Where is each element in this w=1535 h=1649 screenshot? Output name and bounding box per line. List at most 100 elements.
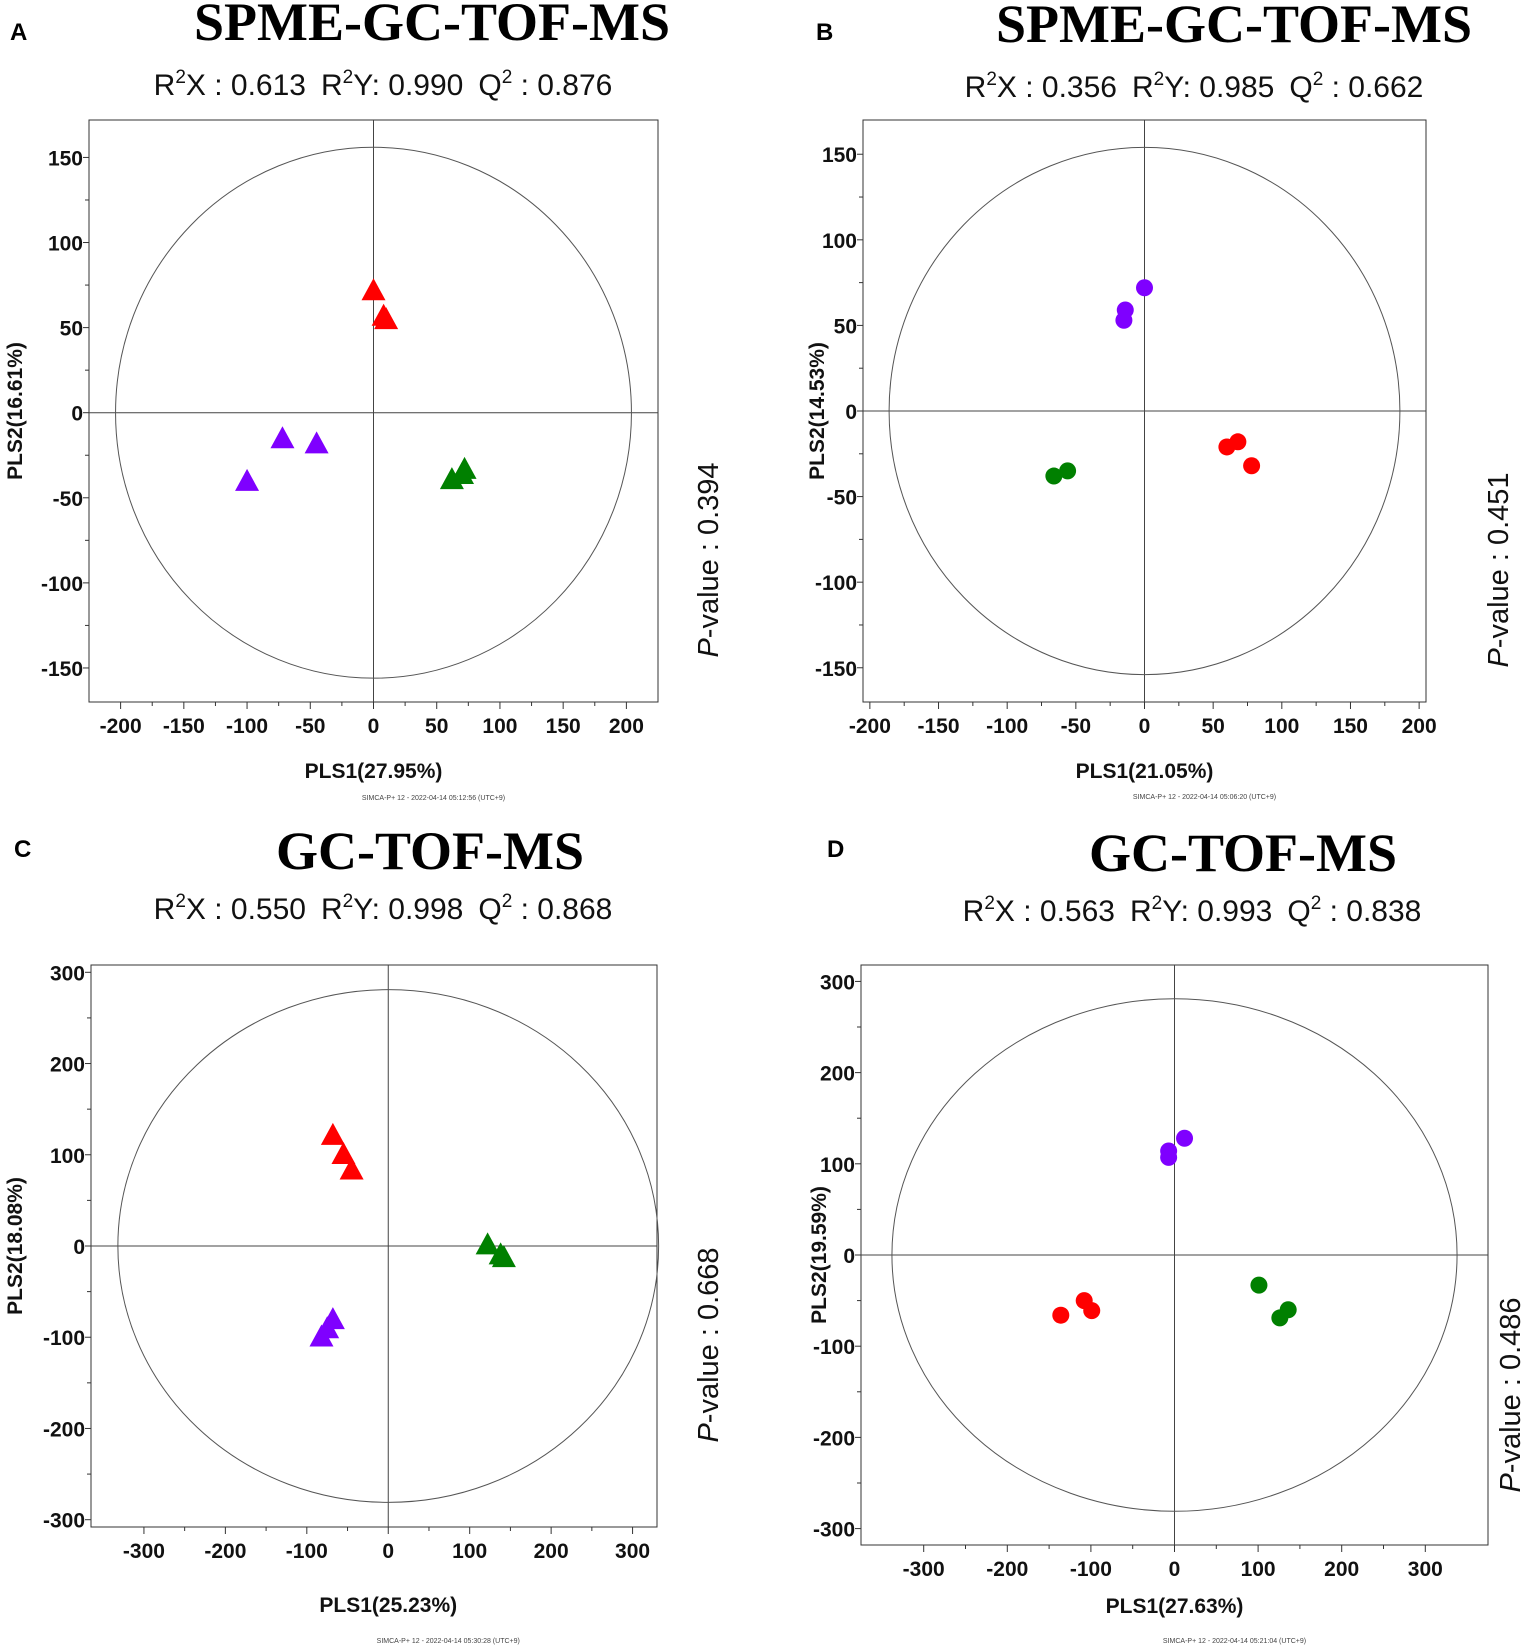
y-tick-label: 150 [822, 144, 857, 167]
stat-base: Q [463, 69, 501, 102]
y-tick-label: 200 [820, 1063, 855, 1086]
x-tick-label: -300 [123, 1540, 165, 1563]
stat-base: R [306, 69, 343, 102]
point-circle-red-group [1052, 1306, 1070, 1324]
stat-sup: 2 [175, 891, 186, 912]
stat-sup: 2 [343, 891, 354, 912]
stat-value: X : 0.356 [997, 71, 1117, 104]
y-tick-label: -100 [815, 572, 857, 595]
point-circle-purple-group [1115, 311, 1133, 329]
x-tick-label: 150 [1333, 715, 1368, 738]
x-axis-label: PLS1(25.23%) [319, 1594, 457, 1617]
point-triangle-green-group [439, 467, 464, 490]
model-stats-c: R2X : 0.550 R2Y: 0.998 Q2 : 0.868 [154, 891, 613, 926]
stat-base: R [306, 893, 343, 926]
x-tick-label: 100 [482, 715, 517, 738]
stat-value: X : 0.613 [186, 69, 306, 102]
x-tick-label: -200 [100, 715, 142, 738]
point-circle-red-group [1243, 457, 1261, 475]
point-circle-red-group [1218, 438, 1236, 456]
p-value-text: -value : 0.486 [1495, 1297, 1527, 1473]
stat-base: Q [1274, 71, 1312, 104]
x-tick-label: -150 [918, 715, 960, 738]
x-axis-label: PLS1(27.95%) [305, 760, 443, 783]
y-tick-label: -200 [43, 1418, 85, 1441]
point-triangle-purple-group [304, 431, 329, 454]
stat-value: : 0.868 [512, 893, 612, 926]
point-triangle-purple-group [309, 1324, 334, 1347]
y-tick-label: -50 [53, 488, 83, 511]
x-tick-label: -200 [204, 1540, 246, 1563]
panel-letter-d: D [827, 836, 844, 863]
stat-value: Y: 0.990 [353, 69, 463, 102]
software-footer: SIMCA-P+ 12 - 2022-04-14 05:30:28 (UTC+9… [377, 1638, 520, 1645]
stat-sup: 2 [502, 67, 513, 88]
chart-title-b: SPME-GC-TOF-MS [996, 0, 1472, 54]
stat-base: R [154, 69, 176, 102]
x-tick-label: 150 [546, 715, 581, 738]
x-tick-label: -200 [849, 715, 891, 738]
point-triangle-purple-group [270, 426, 295, 449]
p-value-label: P-value : 0.394 [693, 462, 725, 657]
x-axis-label: PLS1(27.63%) [1106, 1595, 1244, 1618]
y-axis-label: PLS2(18.08%) [4, 1177, 27, 1315]
p-value-italic: P [1483, 648, 1515, 668]
stat-value: Y: 0.985 [1164, 71, 1274, 104]
x-tick-label: -100 [986, 715, 1028, 738]
y-tick-label: -300 [813, 1519, 855, 1542]
x-tick-label: 50 [425, 715, 448, 738]
x-tick-label: -50 [295, 715, 325, 738]
stat-value: X : 0.550 [186, 893, 306, 926]
x-tick-label: 0 [1139, 715, 1151, 738]
point-circle-green-group [1059, 462, 1077, 480]
stat-base: R [965, 71, 987, 104]
x-tick-label: 300 [615, 1540, 650, 1563]
hotelling-ellipse [891, 998, 1458, 1512]
y-tick-label: -200 [813, 1427, 855, 1450]
point-triangle-green-group [491, 1245, 516, 1268]
y-tick-label: 300 [50, 962, 85, 985]
y-tick-label: 50 [60, 318, 83, 341]
p-value-italic: P [693, 1423, 725, 1443]
p-value-label: P-value : 0.486 [1495, 1297, 1527, 1492]
point-triangle-red-group [320, 1122, 345, 1145]
p-value-italic: P [693, 638, 725, 658]
x-tick-label: 200 [1402, 715, 1437, 738]
panel-c: C GC-TOF-MS R2X : 0.550 R2Y: 0.998 Q2 : 0.… [0, 815, 768, 1649]
point-circle-purple-group [1136, 279, 1153, 297]
point-circle-green-group [1271, 1309, 1289, 1327]
y-tick-label: 0 [845, 401, 857, 424]
x-tick-label: 100 [1264, 715, 1299, 738]
y-tick-label: 100 [820, 1154, 855, 1177]
stat-value: : 0.838 [1321, 895, 1421, 928]
p-value-text: -value : 0.451 [1483, 472, 1515, 648]
stat-value: : 0.876 [512, 69, 612, 102]
y-tick-label: 100 [48, 233, 83, 256]
stat-value: X : 0.563 [995, 895, 1115, 928]
x-tick-label: -50 [1061, 715, 1091, 738]
software-footer: SIMCA-P+ 12 - 2022-04-14 05:21:04 (UTC+9… [1163, 1638, 1306, 1645]
hotelling-ellipse [117, 989, 660, 1503]
stat-base: Q [1272, 895, 1310, 928]
y-tick-label: -150 [41, 658, 83, 681]
hotelling-ellipse [888, 146, 1401, 676]
point-triangle-red-group [331, 1142, 356, 1165]
model-stats-a: R2X : 0.613 R2Y: 0.990 Q2 : 0.876 [154, 67, 613, 102]
y-tick-label: 100 [822, 230, 857, 253]
stat-base: Q [463, 893, 501, 926]
x-tick-label: -100 [226, 715, 268, 738]
stat-sup: 2 [986, 69, 997, 90]
y-axis-label: PLS2(16.61%) [4, 342, 27, 480]
x-tick-label: -150 [163, 715, 205, 738]
y-tick-label: 150 [48, 147, 83, 170]
software-footer: SIMCA-P+ 12 - 2022-04-14 05:12:56 (UTC+9… [362, 795, 505, 802]
point-circle-green-group [1045, 467, 1063, 485]
point-triangle-green-group [475, 1232, 500, 1255]
hotelling-ellipse [115, 146, 632, 679]
p-value-label: P-value : 0.668 [693, 1247, 725, 1442]
x-tick-label: 100 [1241, 1558, 1276, 1581]
stat-base: R [1117, 71, 1154, 104]
